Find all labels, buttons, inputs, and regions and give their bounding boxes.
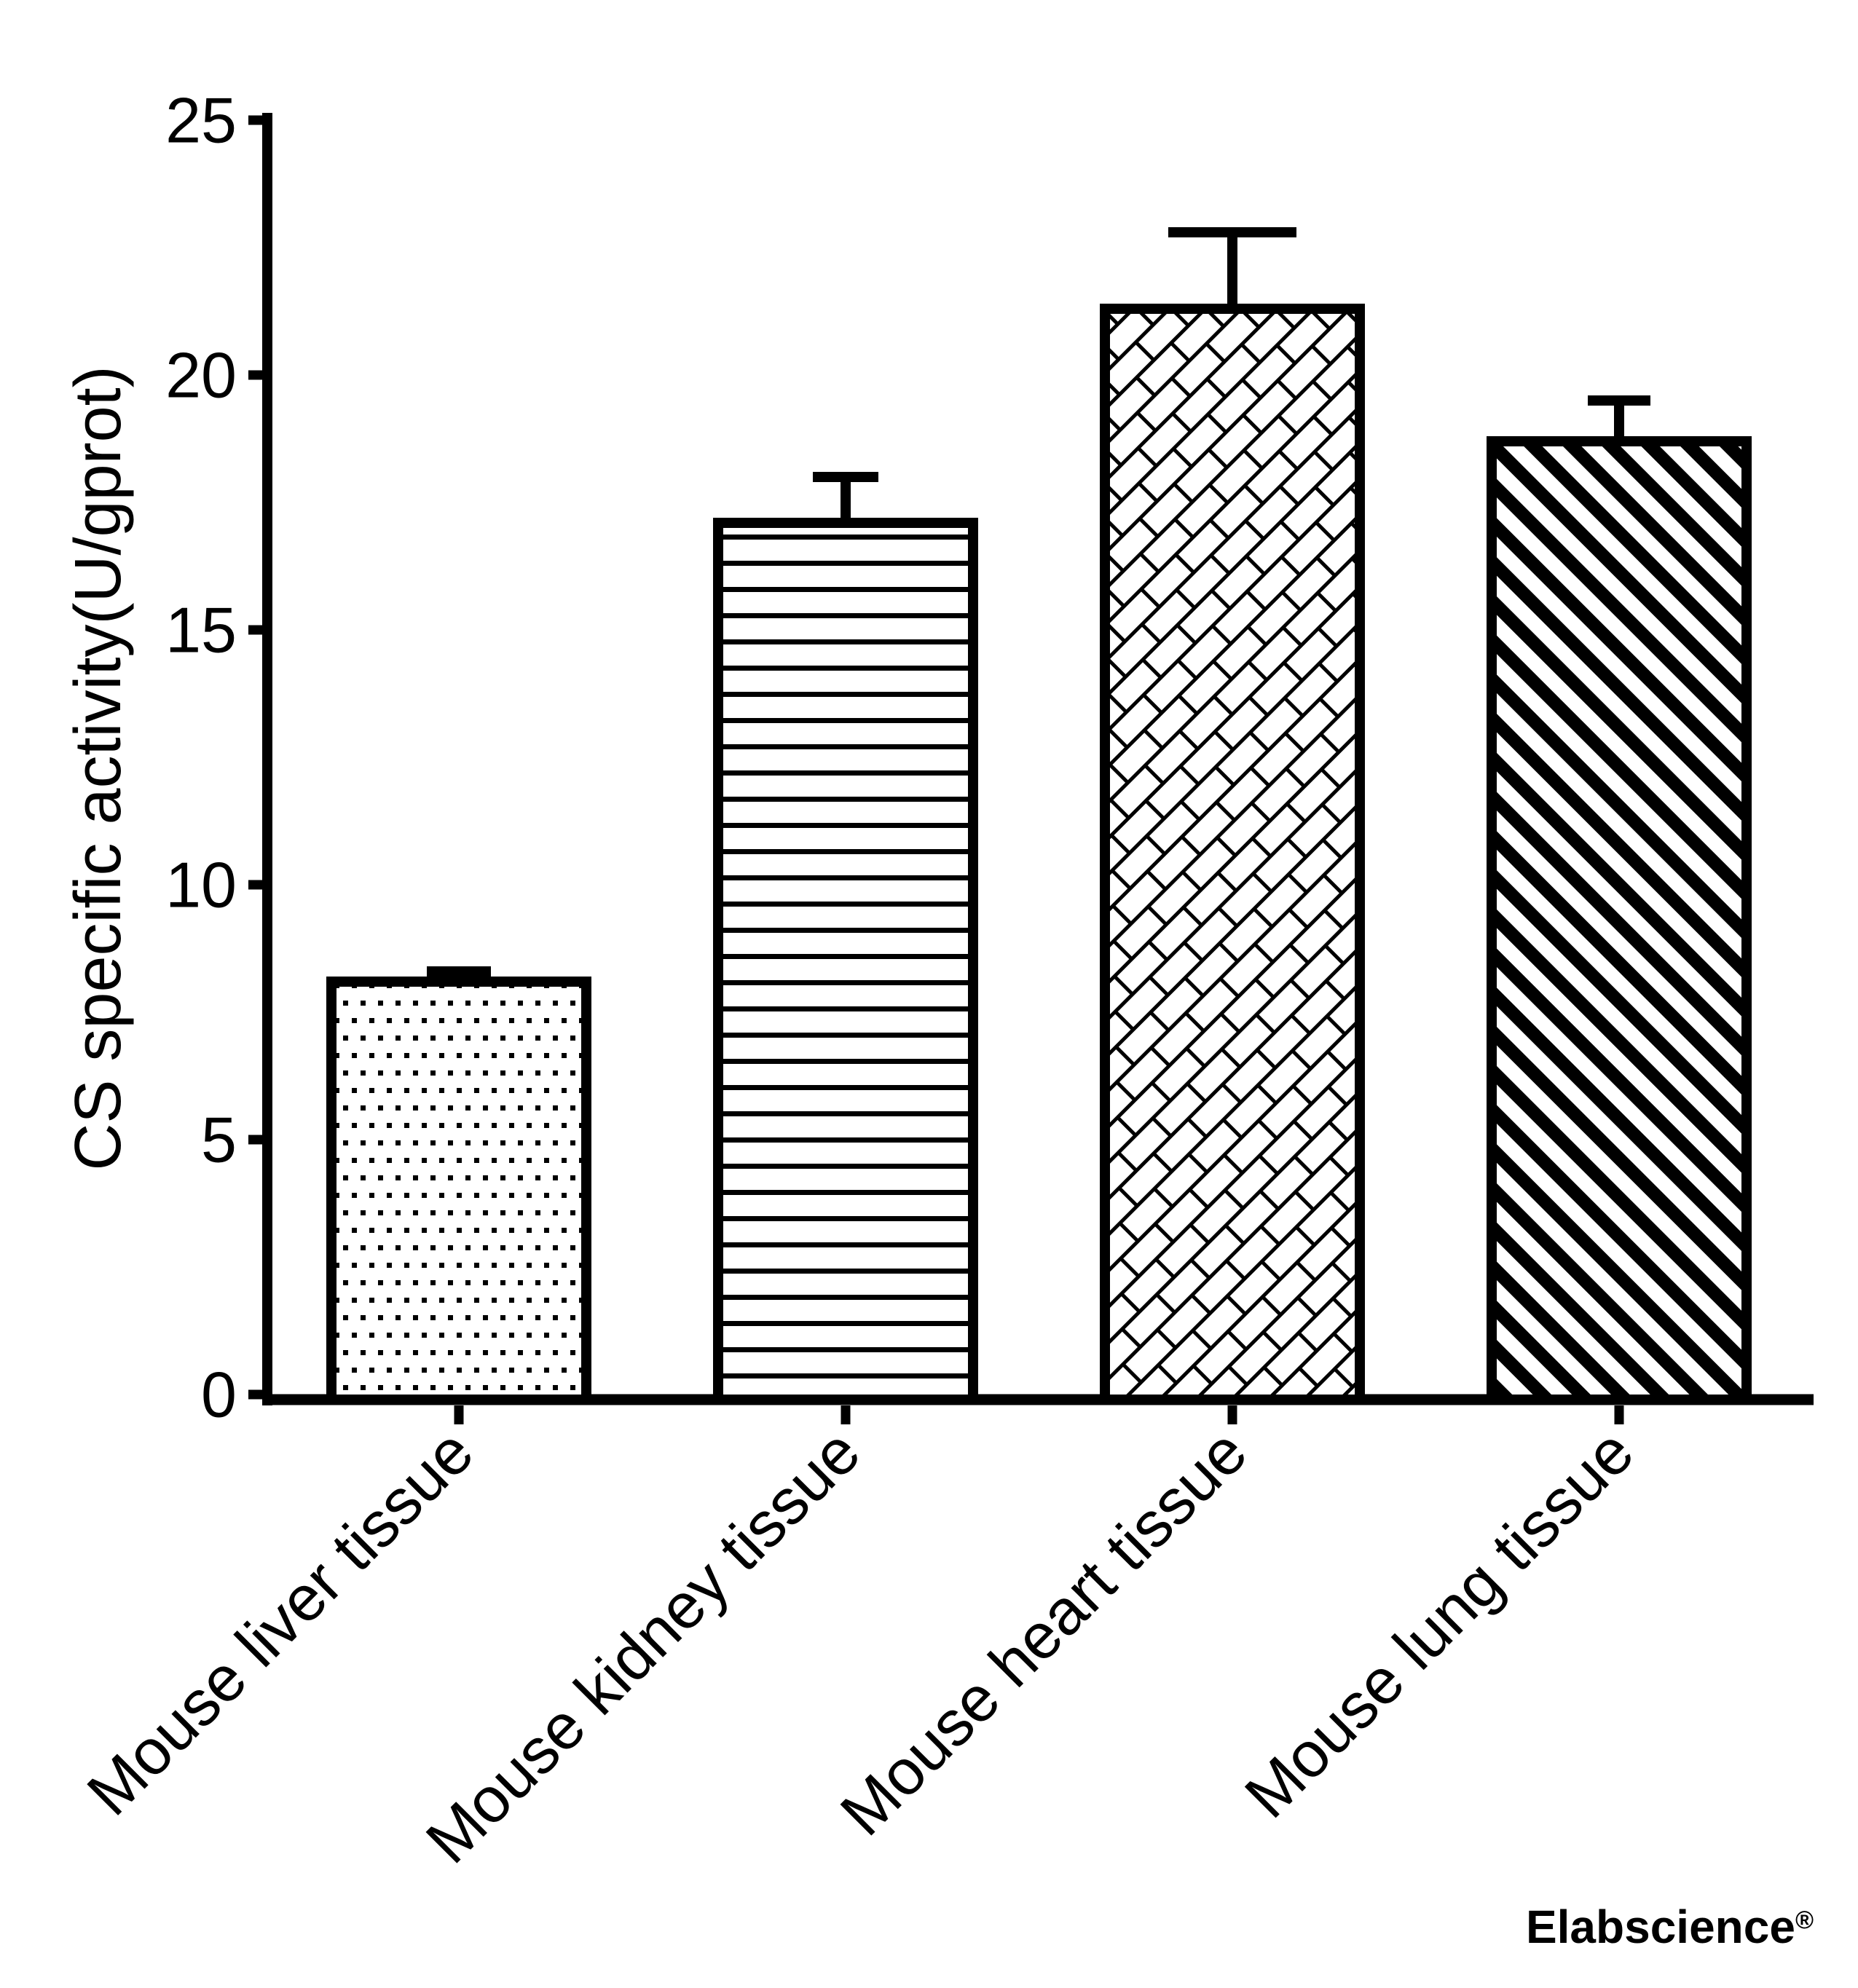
y-tick-label-10: 10 bbox=[165, 849, 237, 921]
y-tick-label-25: 25 bbox=[165, 84, 237, 157]
registered-trademark-icon: ® bbox=[1795, 1906, 1814, 1934]
bar-mouse-lung-tissue bbox=[1487, 436, 1752, 1405]
y-tick-label-5: 5 bbox=[201, 1104, 237, 1176]
x-tick-label-mouse-heart-tissue: Mouse heart tissue bbox=[827, 1415, 1261, 1849]
y-tick-label-15: 15 bbox=[165, 594, 237, 666]
x-tick-label-mouse-lung-tissue: Mouse lung tissue bbox=[1231, 1415, 1648, 1831]
y-tick-label-0: 0 bbox=[201, 1359, 237, 1431]
watermark-logo: Elabscience® bbox=[1526, 1901, 1814, 1953]
y-axis-title: CS specific activity(U/gprot) bbox=[62, 366, 135, 1170]
bar-mouse-liver-tissue bbox=[326, 977, 591, 1405]
y-tick-label-20: 20 bbox=[165, 339, 237, 411]
bars bbox=[326, 227, 1752, 1405]
x-tick-label-mouse-liver-tissue: Mouse liver tissue bbox=[73, 1415, 487, 1829]
bar-mouse-heart-tissue bbox=[1100, 304, 1365, 1405]
x-tick-label-mouse-kidney-tissue: Mouse kidney tissue bbox=[412, 1415, 874, 1877]
y-axis-ticks: 0 5 10 15 20 25 bbox=[165, 84, 267, 1431]
bar-mouse-kidney-tissue bbox=[713, 518, 978, 1405]
watermark-text: Elabscience bbox=[1526, 1901, 1795, 1953]
